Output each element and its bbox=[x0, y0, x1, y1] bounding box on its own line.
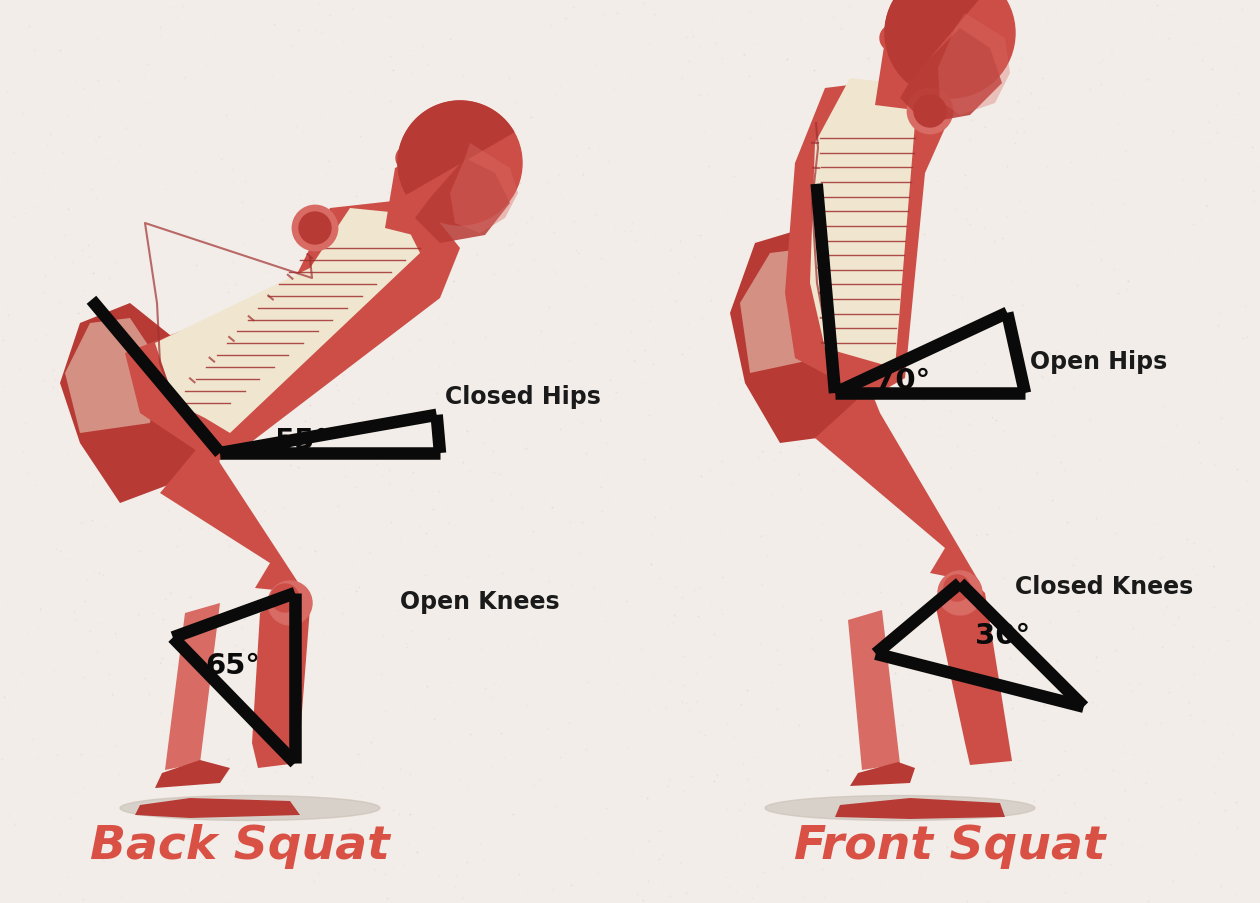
Polygon shape bbox=[155, 209, 420, 433]
Circle shape bbox=[398, 102, 522, 226]
Polygon shape bbox=[155, 760, 231, 788]
Ellipse shape bbox=[120, 796, 381, 821]
Text: Closed Hips: Closed Hips bbox=[445, 385, 601, 408]
Polygon shape bbox=[900, 29, 1002, 124]
Polygon shape bbox=[730, 228, 866, 443]
Polygon shape bbox=[850, 762, 915, 787]
Text: 55°: 55° bbox=[275, 426, 330, 454]
Polygon shape bbox=[935, 578, 1012, 765]
Polygon shape bbox=[125, 199, 460, 463]
Polygon shape bbox=[835, 798, 1005, 819]
Polygon shape bbox=[785, 79, 945, 398]
Polygon shape bbox=[848, 610, 900, 770]
Circle shape bbox=[299, 213, 331, 245]
Circle shape bbox=[879, 26, 906, 52]
Polygon shape bbox=[135, 798, 300, 818]
Polygon shape bbox=[937, 14, 1011, 116]
Circle shape bbox=[268, 582, 312, 625]
Wedge shape bbox=[885, 0, 992, 84]
Polygon shape bbox=[810, 79, 915, 368]
Polygon shape bbox=[66, 319, 160, 433]
Circle shape bbox=[937, 572, 982, 615]
Circle shape bbox=[885, 0, 1016, 99]
Text: 65°: 65° bbox=[205, 651, 260, 679]
Text: 30°: 30° bbox=[975, 621, 1031, 649]
Circle shape bbox=[396, 147, 420, 171]
Circle shape bbox=[914, 96, 946, 128]
Polygon shape bbox=[165, 603, 220, 770]
Circle shape bbox=[944, 575, 970, 601]
Polygon shape bbox=[252, 593, 310, 768]
Circle shape bbox=[908, 90, 953, 134]
Polygon shape bbox=[740, 248, 835, 374]
Text: Closed Knees: Closed Knees bbox=[1016, 574, 1193, 599]
Polygon shape bbox=[450, 144, 518, 234]
Text: Front Squat: Front Squat bbox=[794, 824, 1106, 868]
Circle shape bbox=[294, 207, 336, 251]
Polygon shape bbox=[815, 388, 980, 583]
Text: Open Hips: Open Hips bbox=[1029, 349, 1167, 374]
Text: Open Knees: Open Knees bbox=[399, 590, 559, 613]
Polygon shape bbox=[874, 31, 925, 111]
Wedge shape bbox=[398, 102, 514, 195]
Polygon shape bbox=[386, 159, 435, 238]
Text: Back Squat: Back Squat bbox=[91, 824, 389, 868]
Circle shape bbox=[271, 584, 299, 612]
Text: 70°: 70° bbox=[874, 367, 930, 395]
Polygon shape bbox=[415, 159, 510, 244]
Polygon shape bbox=[160, 433, 305, 593]
Ellipse shape bbox=[765, 796, 1034, 821]
Polygon shape bbox=[60, 303, 210, 504]
